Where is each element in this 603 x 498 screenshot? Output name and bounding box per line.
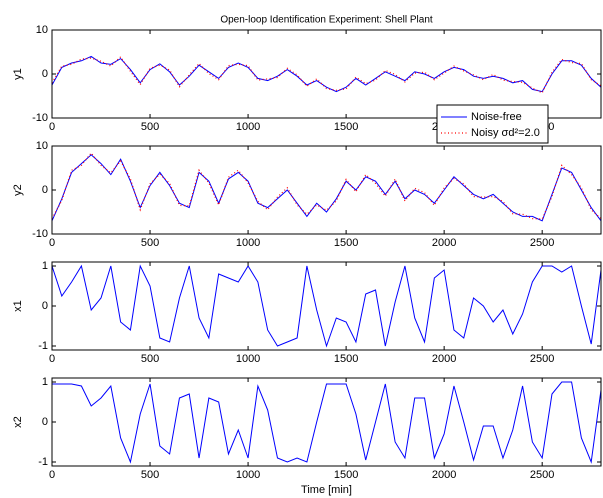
x-tick-label: 0	[49, 353, 55, 365]
y-tick-label: 0	[42, 300, 48, 312]
legend-box	[436, 104, 549, 144]
x-tick-label: 2000	[432, 237, 456, 249]
y-tick-label: -10	[32, 112, 48, 124]
x-tick-label: 0	[49, 237, 55, 249]
x-tick-label: 1000	[236, 353, 260, 365]
series-line	[52, 55, 601, 94]
x-tick-label: 1500	[334, 353, 358, 365]
y-axis-label: x1	[12, 300, 24, 312]
x-axis-label: Time [min]	[301, 484, 352, 496]
x-tick-label: 2000	[432, 469, 456, 481]
x-tick-label: 1500	[334, 237, 358, 249]
y-tick-label: -10	[32, 228, 48, 240]
y-tick-label: 10	[36, 24, 48, 36]
y-tick-label: 10	[36, 140, 48, 152]
x-tick-label: 0	[49, 469, 55, 481]
x-tick-label: 1500	[334, 469, 358, 481]
y-tick-label: 0	[42, 184, 48, 196]
series-line	[52, 381, 601, 464]
x-tick-label: 500	[141, 121, 159, 133]
y-axis-label: x2	[12, 416, 24, 428]
y-tick-label: -1	[38, 340, 48, 352]
plot-area	[52, 30, 601, 118]
x-tick-label: 500	[141, 237, 159, 249]
x-tick-label: 1000	[236, 237, 260, 249]
x-tick-label: 2000	[432, 353, 456, 365]
x-tick-label: 0	[49, 121, 55, 133]
y-tick-label: 0	[42, 416, 48, 428]
y-tick-label: 0	[42, 68, 48, 80]
plot-area	[52, 262, 601, 350]
series-line	[52, 264, 601, 348]
legend-label: Noisy σd²=2.0	[471, 127, 540, 139]
y-tick-label: -1	[38, 456, 48, 468]
plot-area	[52, 378, 601, 466]
x-tick-label: 2500	[530, 469, 554, 481]
x-tick-label: 500	[141, 353, 159, 365]
y-tick-label: 1	[42, 376, 48, 388]
x-tick-label: 2500	[530, 237, 554, 249]
y-tick-label: 1	[42, 260, 48, 272]
x-tick-label: 1500	[334, 121, 358, 133]
y-axis-label: y1	[12, 68, 24, 80]
chart-title: Open-loop Identification Experiment: She…	[220, 15, 433, 26]
x-tick-label: 2500	[530, 353, 554, 365]
x-tick-label: 500	[141, 469, 159, 481]
series-line	[52, 55, 601, 93]
legend: Noise-free Noisy σd²=2.0	[436, 104, 549, 144]
plot-area	[52, 146, 601, 234]
legend-label: Noise-free	[471, 111, 522, 123]
x-tick-label: 1000	[236, 469, 260, 481]
y-axis-label: y2	[12, 184, 24, 196]
x-tick-label: 1000	[236, 121, 260, 133]
